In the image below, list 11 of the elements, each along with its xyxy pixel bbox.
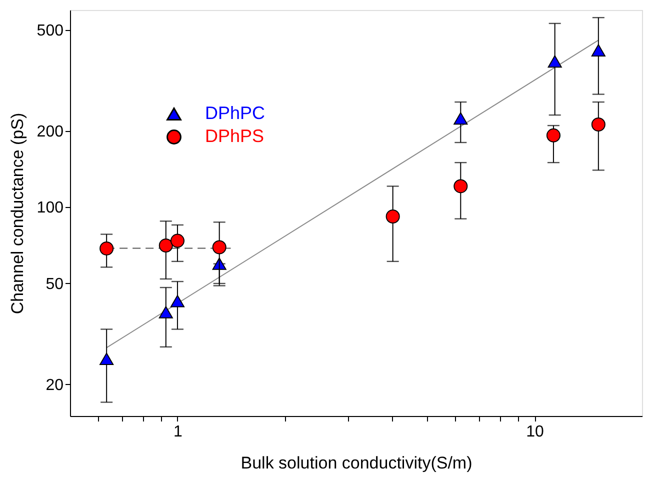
y-tick-label: 50 [46, 276, 64, 293]
legend-label: DPhPC [205, 103, 266, 123]
y-tick-label: 200 [36, 123, 64, 140]
x-axis-title: Bulk solution conductivity(S/m) [240, 454, 472, 472]
x-tick-label: 10 [526, 424, 544, 440]
x-tick-label: 1 [174, 424, 183, 440]
legend-label: DPhPS [205, 126, 264, 146]
y-axis-title: Channel conductance (pS) [8, 112, 27, 314]
y-tick-label: 500 [36, 22, 64, 40]
y-tick-label: 20 [46, 376, 64, 394]
y-tick-label: 100 [36, 200, 64, 217]
